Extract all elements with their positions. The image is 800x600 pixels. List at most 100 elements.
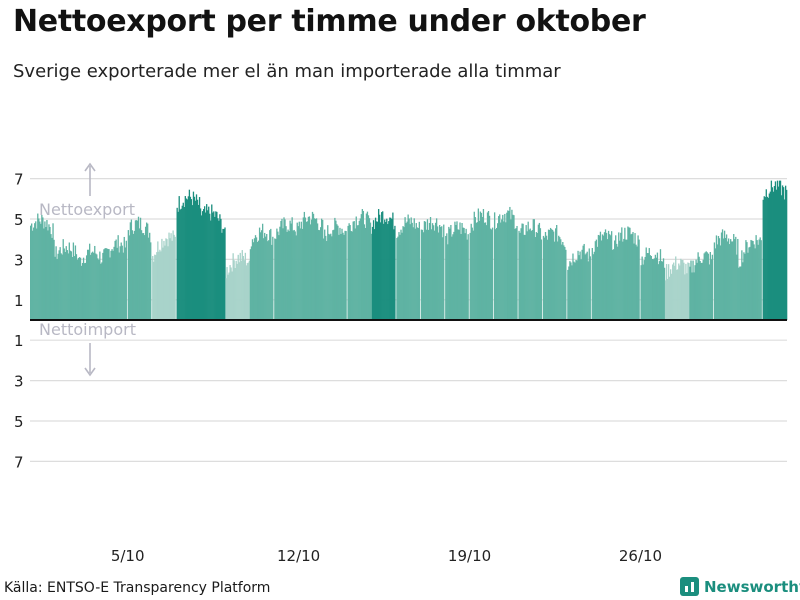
hour-bar — [132, 233, 135, 320]
hour-bar — [169, 238, 171, 320]
hour-bar — [688, 263, 690, 320]
hour-bar — [45, 227, 47, 320]
hour-bar — [258, 227, 261, 320]
hour-bar — [402, 226, 404, 320]
hour-bar — [180, 208, 182, 320]
hour-bar — [317, 229, 320, 320]
hour-bar — [661, 261, 664, 320]
hour-bar — [447, 244, 449, 320]
hour-bar — [478, 220, 481, 320]
hour-bar — [114, 240, 116, 320]
hour-bar — [497, 223, 499, 320]
hour-bar — [230, 267, 232, 320]
hour-bar — [738, 267, 740, 320]
hour-bar — [549, 227, 552, 320]
hour-bar — [719, 245, 722, 320]
hour-bar — [760, 240, 762, 320]
hour-bar — [177, 211, 179, 320]
hour-bar — [674, 265, 676, 320]
hour-bar — [33, 227, 35, 320]
hour-bar — [472, 230, 474, 320]
hour-bar — [115, 239, 117, 320]
hour-bar — [411, 222, 413, 320]
hour-bar — [673, 262, 675, 320]
hour-bar — [311, 211, 314, 320]
hour-bar — [592, 254, 594, 320]
hour-bar — [201, 211, 204, 320]
hour-bar — [683, 262, 685, 320]
hour-bar — [186, 199, 189, 320]
hour-bar — [384, 219, 386, 320]
hour-bar — [510, 219, 512, 320]
hour-bar — [496, 227, 498, 320]
hour-bar — [586, 251, 588, 320]
hour-bar — [624, 227, 626, 320]
hour-bar — [585, 253, 587, 320]
hour-bar — [208, 206, 210, 320]
hour-bar — [382, 211, 384, 320]
hour-bar — [80, 265, 83, 320]
hour-bar — [727, 238, 730, 320]
hour-bar — [734, 239, 736, 320]
hour-bar — [741, 250, 743, 320]
hour-bar — [193, 196, 196, 320]
hour-bar — [583, 243, 585, 320]
hour-bar — [458, 229, 460, 320]
hour-bar — [244, 252, 247, 320]
hour-bar — [708, 264, 710, 320]
hour-bar — [160, 251, 162, 320]
hour-bar — [659, 249, 662, 320]
hour-bar — [625, 239, 627, 320]
hour-bar — [630, 234, 632, 320]
hour-bar — [88, 249, 90, 320]
hour-bar — [650, 255, 652, 320]
hour-bar — [436, 226, 439, 320]
hour-bar — [571, 265, 573, 320]
hour-bar — [209, 213, 211, 320]
hour-bar — [183, 207, 185, 320]
hourly-bars — [30, 180, 788, 320]
hour-bar — [416, 227, 418, 320]
hour-bar — [641, 256, 643, 320]
hour-bar — [454, 221, 456, 320]
hour-bar — [677, 269, 679, 320]
hour-bar — [328, 233, 330, 320]
hour-bar — [765, 189, 767, 320]
hour-bar — [205, 212, 207, 320]
hour-bar — [364, 227, 367, 320]
hour-bar — [408, 218, 410, 320]
hour-bar — [136, 220, 139, 320]
hour-bar — [203, 206, 206, 320]
hour-bar — [615, 235, 617, 320]
hour-bar — [252, 242, 255, 320]
hour-bar — [243, 260, 245, 320]
hour-bar — [456, 221, 458, 320]
hour-bar — [506, 212, 508, 320]
hour-bar — [247, 262, 250, 320]
hour-bar — [678, 263, 680, 320]
hour-bar — [65, 246, 67, 320]
hour-bar — [181, 205, 183, 320]
hour-bar — [694, 265, 696, 320]
hour-bar — [516, 225, 518, 320]
hour-bar — [248, 260, 251, 320]
hour-bar — [212, 212, 214, 320]
bar-chart-icon — [680, 577, 699, 596]
hour-bar — [329, 234, 331, 320]
hour-bar — [310, 219, 313, 320]
newsworthy-logo[interactable]: Newsworthy — [680, 577, 800, 596]
hour-bar — [69, 250, 71, 320]
hour-bar — [591, 247, 593, 320]
hour-bar — [270, 228, 272, 320]
hour-bar — [53, 239, 55, 320]
hour-bar — [620, 232, 622, 320]
hour-bar — [34, 223, 36, 320]
hour-bar — [711, 254, 714, 320]
hour-bar — [453, 231, 455, 320]
hour-bar — [192, 191, 195, 320]
hour-bar — [352, 221, 354, 320]
hour-bar — [476, 222, 478, 320]
hour-bar — [684, 274, 686, 320]
hour-bar — [330, 233, 332, 320]
